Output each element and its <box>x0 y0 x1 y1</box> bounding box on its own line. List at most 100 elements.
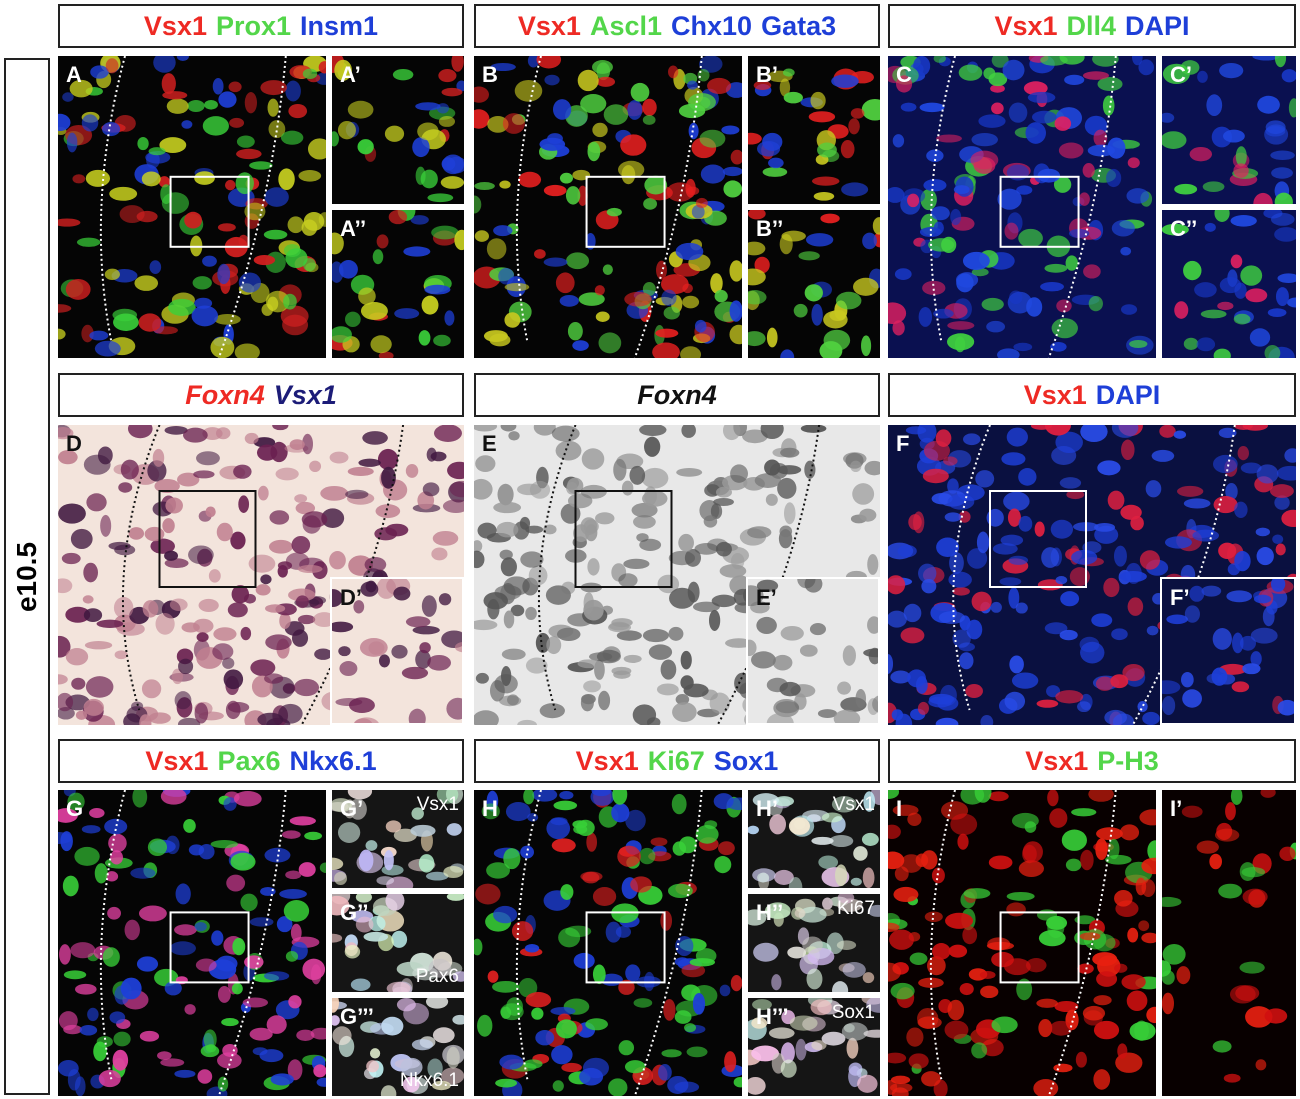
cell <box>560 884 574 900</box>
cell <box>618 979 635 995</box>
cell <box>192 276 212 290</box>
cell <box>58 218 81 227</box>
cell <box>119 205 145 224</box>
cell <box>474 425 498 432</box>
cell <box>1018 468 1037 486</box>
cell <box>539 703 565 719</box>
micrograph <box>58 56 326 358</box>
cell <box>113 313 139 331</box>
cell <box>642 628 669 643</box>
cell <box>566 252 590 270</box>
cell <box>971 591 992 612</box>
cell <box>83 698 104 716</box>
cell <box>781 230 806 242</box>
cell <box>446 1046 460 1069</box>
cell <box>991 102 1004 115</box>
cell <box>85 169 111 187</box>
inset-image: G’’’ Nkx6.1 <box>332 998 464 1096</box>
cell <box>656 260 667 280</box>
cell <box>683 683 709 698</box>
cell <box>392 68 414 81</box>
cell <box>187 100 205 112</box>
cell <box>577 185 588 207</box>
cell <box>1173 430 1187 439</box>
cell <box>357 139 374 155</box>
cell <box>295 501 316 515</box>
cell <box>1095 676 1114 691</box>
cell <box>139 1030 160 1042</box>
inset-image: B’ <box>748 56 880 204</box>
cell <box>872 217 880 235</box>
cell <box>787 946 807 959</box>
cell <box>1008 102 1028 123</box>
cell <box>852 483 875 505</box>
cell <box>400 1057 423 1077</box>
cell <box>257 712 284 725</box>
cell <box>446 894 464 901</box>
cell <box>1119 570 1147 583</box>
cell <box>970 150 999 170</box>
cell <box>713 793 734 810</box>
cell <box>1233 313 1251 325</box>
cell <box>611 803 630 823</box>
cell <box>642 282 656 297</box>
cell <box>933 308 954 319</box>
inset-image: C’’ <box>1162 210 1296 358</box>
cell <box>918 977 944 988</box>
cell <box>153 326 178 335</box>
cell <box>694 319 707 333</box>
cell <box>595 512 615 525</box>
cell <box>282 830 301 839</box>
cell <box>441 630 462 649</box>
cell <box>613 458 627 481</box>
cell <box>730 974 742 992</box>
cell <box>1059 629 1078 641</box>
cell <box>1095 838 1108 861</box>
cell <box>842 645 856 666</box>
cell <box>401 666 429 680</box>
cell <box>638 847 656 865</box>
cell <box>675 242 704 261</box>
cell <box>136 956 159 972</box>
cell <box>1044 425 1071 436</box>
cell <box>104 268 120 280</box>
cell <box>1049 1020 1073 1036</box>
cell <box>494 674 518 694</box>
inset-image: H’’’ Sox1 <box>748 998 880 1096</box>
micrograph <box>748 210 880 358</box>
cell <box>58 635 71 658</box>
cell <box>859 508 877 522</box>
inset-image: H’ Vsx1 <box>748 790 880 888</box>
cell <box>810 999 832 1016</box>
cell <box>155 613 175 635</box>
cell <box>762 167 788 177</box>
cell <box>773 698 800 718</box>
cell <box>89 807 105 819</box>
cell <box>436 790 459 804</box>
cell <box>1141 857 1156 875</box>
cell <box>527 56 539 68</box>
cell <box>347 790 373 800</box>
cell <box>71 677 86 690</box>
cell <box>543 184 567 197</box>
cell <box>722 425 741 441</box>
cell <box>67 1068 81 1091</box>
cell <box>338 646 351 657</box>
roi-box <box>585 175 666 248</box>
cell <box>602 264 613 275</box>
cell <box>67 792 85 811</box>
cell <box>500 1006 512 1019</box>
cell <box>1013 342 1033 352</box>
cell <box>748 241 766 256</box>
inset-label: G’’ <box>340 900 369 925</box>
cell <box>710 503 723 520</box>
cell <box>198 598 219 612</box>
cell <box>1110 674 1129 689</box>
cell <box>1145 480 1162 498</box>
cell <box>1242 888 1268 905</box>
cell <box>999 577 1022 586</box>
cell <box>98 1069 121 1088</box>
cell <box>235 172 254 195</box>
cell <box>517 719 537 725</box>
cell <box>212 77 224 95</box>
